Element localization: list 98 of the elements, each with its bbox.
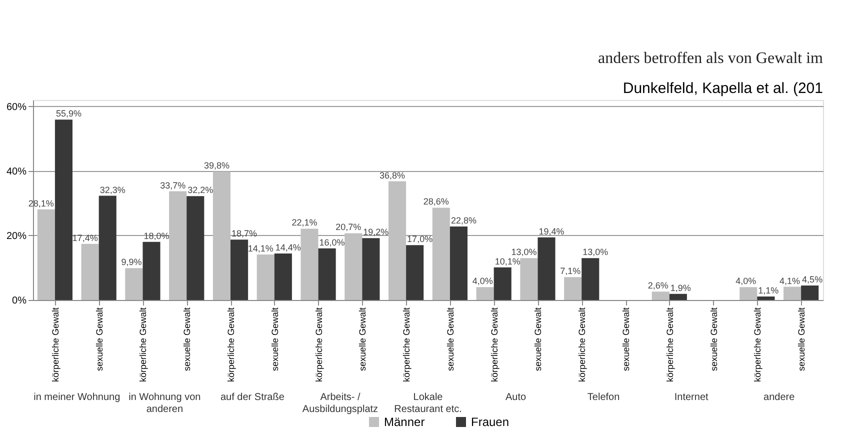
data-label: 4,0% — [736, 276, 756, 286]
data-label: 17,4% — [72, 232, 98, 243]
data-label: 22,1% — [292, 218, 318, 228]
bar — [362, 238, 380, 300]
bar — [520, 258, 538, 300]
data-label: 13,0% — [511, 247, 537, 258]
x-tick-label: körperliche Gewalt — [402, 307, 412, 382]
bar — [169, 191, 187, 300]
text: in Wohnung von anderen — [128, 392, 201, 415]
data-label: 4,5% — [802, 274, 823, 284]
data-label: 1,1% — [758, 285, 779, 296]
data-label: 28,6% — [423, 196, 449, 207]
x-tick-label: sexuelle Gewalt — [621, 307, 631, 372]
x-tick-label: sexuelle Gewalt — [270, 307, 280, 372]
x-tick-label: körperliche Gewalt — [314, 307, 324, 382]
data-label: 9,9% — [121, 257, 142, 268]
text: Arbeits- / Ausbildungsplatz — [302, 392, 378, 415]
bar — [564, 277, 582, 300]
bar — [344, 233, 362, 300]
data-label: 19,2% — [363, 227, 389, 238]
y-tick-label: 0% — [12, 296, 27, 306]
x-tick-label: sexuelle Gewalt — [533, 307, 544, 372]
data-label: 7,1% — [560, 266, 581, 276]
text: Dunkelfeld, Kapella et al. (201 — [622, 80, 823, 97]
bar — [186, 196, 204, 300]
bar — [757, 296, 775, 300]
bar — [81, 244, 99, 300]
bar — [37, 209, 55, 300]
bar — [300, 228, 318, 300]
data-label: 20,7% — [336, 222, 362, 232]
x-tick-label: körperliche Gewalt — [489, 307, 500, 382]
text: Telefon — [587, 392, 620, 403]
y-tick-label: 40% — [6, 166, 27, 178]
data-label: 22,8% — [450, 215, 476, 226]
bar — [450, 226, 468, 300]
bar — [494, 267, 512, 300]
data-label: 39,8% — [204, 160, 230, 171]
x-tick-label: körperliche Gewalt — [577, 307, 588, 382]
bar — [740, 287, 758, 300]
legend-label: Männer — [384, 415, 425, 429]
bar — [318, 248, 336, 300]
x-tick-label: sexuelle Gewalt — [182, 307, 192, 372]
x-tick-label: sexuelle Gewalt — [94, 307, 104, 372]
bar — [582, 258, 600, 300]
bar — [274, 254, 292, 300]
data-label: 19,4% — [538, 226, 564, 236]
bar — [652, 292, 670, 300]
data-label: 17,0% — [407, 234, 433, 244]
bar — [98, 196, 116, 300]
bar — [406, 245, 424, 300]
bar — [432, 208, 450, 300]
x-tick-label: sexuelle Gewalt — [708, 307, 719, 372]
data-label: 2,6% — [648, 280, 668, 291]
text: anders betroffen als von Gewalt im — [598, 50, 824, 67]
data-label: 36,8% — [380, 170, 406, 180]
text: Internet — [674, 392, 709, 403]
data-label: 4,1% — [780, 276, 800, 286]
bar — [476, 287, 494, 300]
x-tick-label: sexuelle Gewalt — [445, 307, 456, 372]
data-label: 18,7% — [232, 228, 258, 239]
bar — [54, 120, 72, 300]
data-label: 10,1% — [494, 256, 520, 266]
text: in meiner Wohnung — [34, 392, 120, 403]
data-label: 32,2% — [188, 185, 214, 196]
data-label: 13,0% — [582, 247, 608, 258]
bar — [256, 254, 274, 300]
text: auf der Straße — [220, 392, 285, 403]
x-tick-label: körperliche Gewalt — [50, 307, 60, 382]
x-tick-label: körperliche Gewalt — [226, 307, 236, 382]
bar — [801, 285, 819, 300]
x-tick-label: sexuelle Gewalt — [796, 307, 807, 372]
bar — [669, 294, 687, 300]
bar — [230, 240, 248, 300]
data-label: 33,7% — [160, 180, 186, 190]
data-label: 14,4% — [275, 242, 301, 253]
bar — [142, 242, 160, 300]
bar — [125, 268, 143, 300]
bar — [212, 172, 230, 300]
legend-label: Frauen — [471, 415, 510, 429]
data-label: 32,3% — [100, 184, 126, 195]
y-tick-label: 20% — [6, 230, 27, 242]
y-tick-label: 60% — [6, 102, 27, 113]
data-label: 1,9% — [670, 282, 691, 293]
data-label: 4,0% — [472, 276, 493, 286]
data-label: 55,9% — [56, 108, 82, 119]
x-tick-label: körperliche Gewalt — [752, 307, 763, 382]
data-label: 18,0% — [144, 230, 170, 241]
data-label: 14,1% — [248, 244, 274, 254]
text: Auto — [505, 392, 526, 403]
x-tick-label: körperliche Gewalt — [664, 307, 675, 382]
bar — [388, 181, 406, 300]
x-tick-label: sexuelle Gewalt — [358, 307, 368, 372]
text: Lokale Restaurant etc. — [394, 392, 462, 415]
bar — [784, 286, 802, 300]
bar — [538, 237, 556, 300]
x-tick-label: körperliche Gewalt — [138, 307, 148, 382]
text: andere — [764, 392, 796, 403]
data-label: 16,0% — [319, 237, 345, 248]
